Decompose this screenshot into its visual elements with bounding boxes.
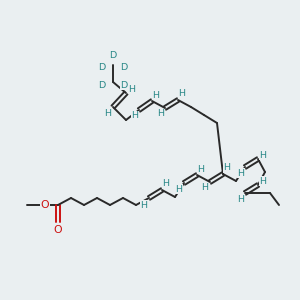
Text: H: H xyxy=(224,164,230,172)
Text: O: O xyxy=(41,200,49,210)
Text: H: H xyxy=(128,85,136,94)
Text: O: O xyxy=(54,225,62,235)
Text: H: H xyxy=(202,184,208,193)
Text: H: H xyxy=(163,179,170,188)
Text: H: H xyxy=(238,169,244,178)
Text: H: H xyxy=(260,176,266,185)
Text: D: D xyxy=(98,80,106,89)
Text: H: H xyxy=(238,196,244,205)
Text: D: D xyxy=(110,52,117,61)
Text: D: D xyxy=(120,64,128,73)
Text: H: H xyxy=(104,110,112,118)
Text: H: H xyxy=(140,200,148,209)
Text: H: H xyxy=(178,89,185,98)
Text: D: D xyxy=(98,64,106,73)
Text: H: H xyxy=(176,184,182,194)
Text: H: H xyxy=(131,112,139,121)
Text: H: H xyxy=(197,164,205,173)
Text: D: D xyxy=(120,80,128,89)
Text: H: H xyxy=(260,151,266,160)
Text: H: H xyxy=(158,110,164,118)
Text: H: H xyxy=(152,91,160,100)
